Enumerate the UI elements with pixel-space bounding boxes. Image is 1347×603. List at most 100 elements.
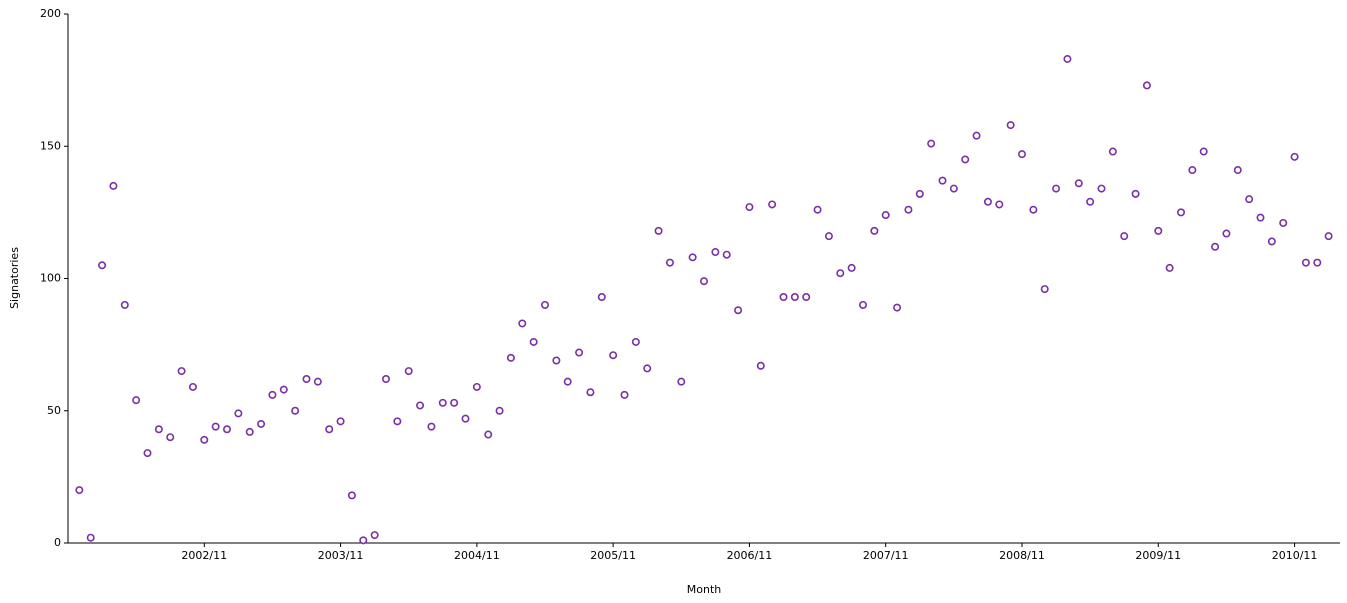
point [1086,197,1095,206]
point [211,422,220,431]
x-tick-label: 2008/11 [999,549,1045,562]
point [881,211,890,220]
point [132,396,141,405]
point [961,155,970,164]
point [858,300,867,309]
point [279,385,288,394]
point [631,337,640,346]
point [404,367,413,376]
point [1301,258,1310,267]
point [1040,285,1049,294]
point [75,486,84,495]
point [563,377,572,386]
point [200,435,209,444]
y-tick-label: 100 [40,272,61,285]
point [609,351,618,360]
x-tick-label: 2005/11 [590,549,636,562]
point [86,533,95,542]
point [643,364,652,373]
point [1199,147,1208,156]
point [904,205,913,214]
point [915,189,924,198]
point [893,303,902,312]
point [756,361,765,370]
point [370,531,379,540]
point [245,427,254,436]
point [472,382,481,391]
point [847,263,856,272]
point [1017,150,1026,159]
point [188,382,197,391]
point [268,390,277,399]
x-tick-label: 2003/11 [318,549,364,562]
point [154,425,163,434]
point [1154,226,1163,235]
point [1097,184,1106,193]
point [143,449,152,458]
y-tick-label: 0 [54,536,61,549]
point [836,269,845,278]
point [347,491,356,500]
point [665,258,674,267]
point [291,406,300,415]
point [949,184,958,193]
point [393,417,402,426]
point [552,356,561,365]
point [359,536,368,545]
point [1245,195,1254,204]
point [461,414,470,423]
point [938,176,947,185]
point [1108,147,1117,156]
point [540,300,549,309]
point [813,205,822,214]
x-tick-label: 2006/11 [727,549,773,562]
point [1324,232,1333,241]
point [234,409,243,418]
x-tick-label: 2010/11 [1272,549,1318,562]
y-tick-label: 50 [47,404,61,417]
point [427,422,436,431]
point [1006,121,1015,130]
point [506,353,515,362]
point [790,293,799,302]
point [972,131,981,140]
point [1131,189,1140,198]
point [688,253,697,262]
point [983,197,992,206]
point [586,388,595,397]
point [768,200,777,209]
x-tick-label: 2002/11 [181,549,227,562]
point [484,430,493,439]
x-tick-label: 2009/11 [1135,549,1181,562]
point [223,425,232,434]
point [495,406,504,415]
point [450,398,459,407]
x-tick-label: 2007/11 [863,549,909,562]
point [927,139,936,148]
x-tick-label: 2004/11 [454,549,500,562]
point [1313,258,1322,267]
point [1142,81,1151,90]
point [620,390,629,399]
point [1165,263,1174,272]
point [1279,218,1288,227]
point [677,377,686,386]
point [1029,205,1038,214]
x-axis-label: Month [687,583,722,596]
point [166,433,175,442]
point [313,377,322,386]
point [745,203,754,212]
point [995,200,1004,209]
point [257,419,266,428]
point [1233,166,1242,175]
point [529,337,538,346]
point [325,425,334,434]
point [120,300,129,309]
point [1222,229,1231,238]
point [416,401,425,410]
point [1063,54,1072,63]
point [438,398,447,407]
point [109,181,118,190]
point [1267,237,1276,246]
point [1256,213,1265,222]
